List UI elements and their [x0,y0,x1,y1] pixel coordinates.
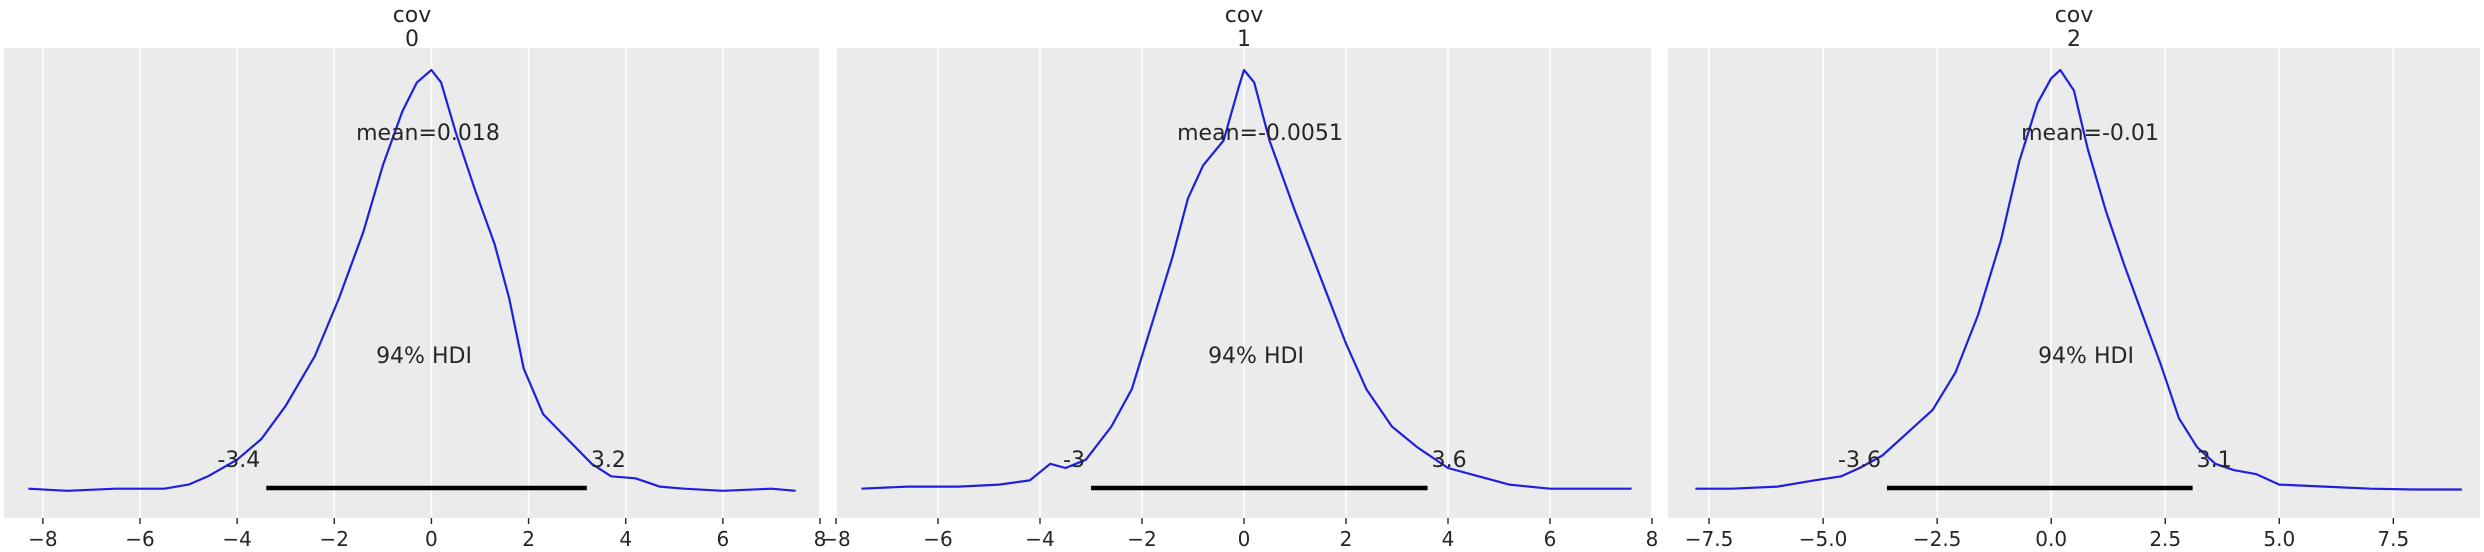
tick-label: −4 [222,527,251,551]
panel-title: cov [393,3,432,28]
tick-label: −5.0 [1799,527,1848,551]
tick-label: −2 [320,527,349,551]
hdi-high-label: 3.2 [591,448,626,473]
hdi-low-label: -3.6 [1838,448,1881,473]
tick-label: 0.0 [2035,527,2067,551]
hdi-label: 94% HDI [2038,344,2134,369]
hdi-high-label: 3.1 [2197,448,2232,473]
hdi-low-label: -3.4 [217,448,260,473]
tick-label: 2.5 [2149,527,2181,551]
tick-label: −7.5 [1685,527,1734,551]
panel-subtitle: 2 [2067,27,2081,52]
tick-label: 4 [619,527,632,551]
panel-subtitle: 0 [405,27,419,52]
tick-label: −6 [125,527,154,551]
hdi-high-label: 3.6 [1432,448,1467,473]
mean-label: mean=-0.01 [2021,121,2159,146]
tick-label: −4 [1025,527,1054,551]
tick-label: 0 [425,527,438,551]
tick-label: −2.5 [1913,527,1962,551]
hdi-label: 94% HDI [376,344,472,369]
tick-label: 6 [1544,527,1557,551]
tick-label: 2 [1340,527,1353,551]
tick-label: 7.5 [2377,527,2409,551]
tick-label: 0 [1238,527,1251,551]
panel-title: cov [2055,3,2094,28]
plot-area [4,48,820,518]
hdi-low-label: -3 [1063,448,1085,473]
mean-label: mean=0.018 [356,121,500,146]
panel-subtitle: 1 [1237,27,1251,52]
mean-label: mean=-0.0051 [1177,121,1343,146]
tick-label: 6 [716,527,729,551]
tick-label: 2 [522,527,535,551]
plot-area [1668,48,2480,518]
tick-label: 5.0 [2263,527,2295,551]
tick-label: −6 [923,527,952,551]
tick-label: −8 [821,527,850,551]
panel-title: cov [1225,3,1264,28]
tick-label: −2 [1127,527,1156,551]
hdi-label: 94% HDI [1208,344,1304,369]
tick-label: 8 [1646,527,1659,551]
tick-label: 4 [1442,527,1455,551]
tick-label: −8 [28,527,57,551]
